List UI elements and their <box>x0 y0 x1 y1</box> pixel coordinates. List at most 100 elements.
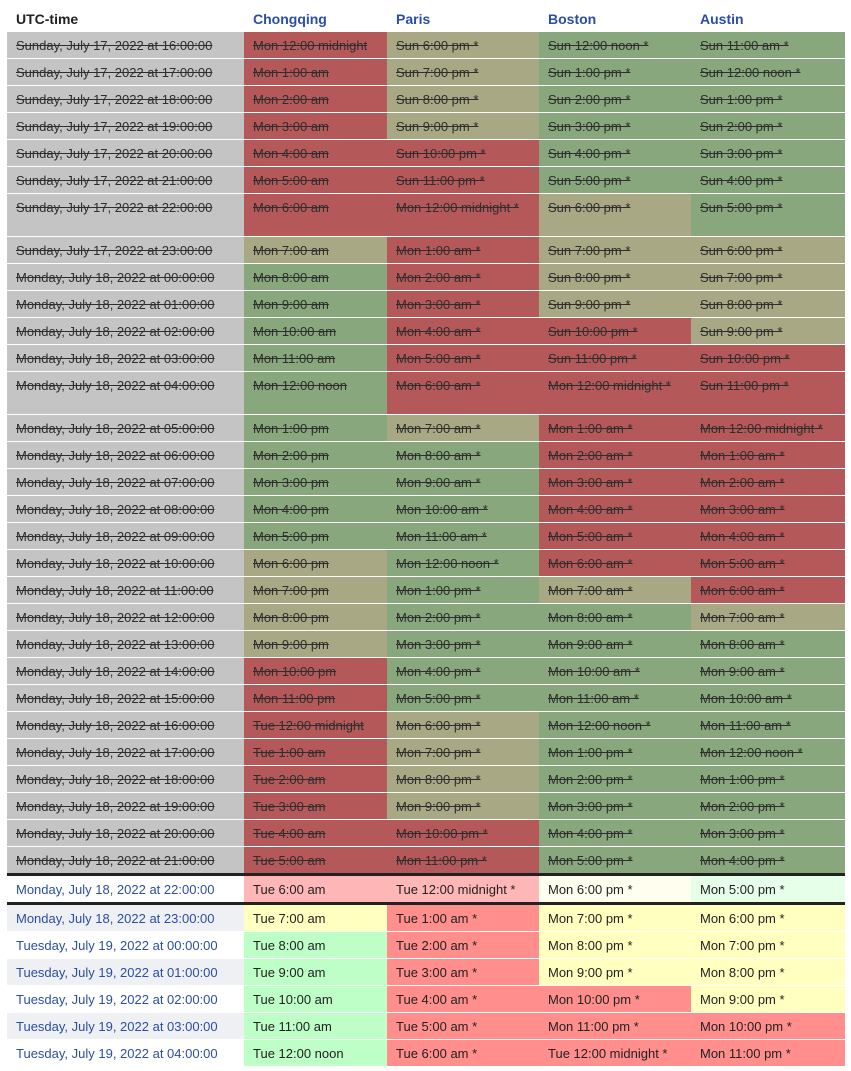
chongqing-cell: Mon 2:00 pm <box>244 441 387 469</box>
boston-cell: Mon 3:00 pm * <box>539 792 691 820</box>
table-row: Monday, July 18, 2022 at 01:00:00 Mon 9:0… <box>7 290 845 318</box>
chongqing-cell: Mon 9:00 am <box>244 290 387 318</box>
table-row: Sunday, July 17, 2022 at 22:00:00 Mon 6:0… <box>7 193 845 237</box>
austin-cell: Sun 8:00 pm * <box>691 290 845 318</box>
boston-cell: Mon 3:00 am * <box>539 468 691 496</box>
utc-time-link[interactable]: Tuesday, July 19, 2022 at 03:00:00 <box>7 1012 244 1040</box>
boston-cell: Sun 12:00 noon * <box>539 32 691 59</box>
table-row: Monday, July 18, 2022 at 12:00:00 Mon 8:0… <box>7 603 845 631</box>
paris-cell: Mon 8:00 pm * <box>387 765 539 793</box>
utc-time-cell: Sunday, July 17, 2022 at 19:00:00 <box>7 112 244 140</box>
boston-cell: Mon 5:00 am * <box>539 522 691 550</box>
utc-time-cell: Monday, July 18, 2022 at 10:00:00 <box>7 549 244 577</box>
utc-time-cell: Monday, July 18, 2022 at 03:00:00 <box>7 344 244 372</box>
austin-cell: Mon 11:00 am * <box>691 711 845 739</box>
austin-cell: Sun 6:00 pm * <box>691 236 845 264</box>
chongqing-cell: Tue 11:00 am <box>244 1012 387 1040</box>
paris-cell: Tue 1:00 am * <box>387 903 539 932</box>
utc-time-link[interactable]: Monday, July 18, 2022 at 23:00:00 <box>7 903 244 932</box>
table-row: Monday, July 18, 2022 at 06:00:00 Mon 2:0… <box>7 441 845 469</box>
utc-time-link[interactable]: Tuesday, July 19, 2022 at 04:00:00 <box>7 1039 244 1067</box>
chongqing-cell: Tue 6:00 am <box>244 874 387 905</box>
austin-cell: Sun 2:00 pm * <box>691 112 845 140</box>
table-row: Monday, July 18, 2022 at 00:00:00 Mon 8:0… <box>7 263 845 291</box>
paris-cell: Mon 9:00 pm * <box>387 792 539 820</box>
austin-cell: Sun 3:00 pm * <box>691 139 845 167</box>
table-row: Tuesday, July 19, 2022 at 03:00:00 Tue 11… <box>7 1012 845 1040</box>
boston-cell: Mon 10:00 am * <box>539 657 691 685</box>
boston-cell: Mon 1:00 am * <box>539 414 691 442</box>
paris-cell: Mon 2:00 pm * <box>387 603 539 631</box>
austin-cell: Sun 7:00 pm * <box>691 263 845 291</box>
utc-time-cell: Sunday, July 17, 2022 at 18:00:00 <box>7 85 244 113</box>
utc-time-link[interactable]: Tuesday, July 19, 2022 at 01:00:00 <box>7 958 244 986</box>
austin-cell: Sun 4:00 pm * <box>691 166 845 194</box>
paris-cell: Mon 4:00 am * <box>387 317 539 345</box>
utc-time-cell: Sunday, July 17, 2022 at 22:00:00 <box>7 193 244 237</box>
boston-cell: Mon 5:00 pm * <box>539 846 691 876</box>
paris-cell: Mon 7:00 pm * <box>387 738 539 766</box>
boston-cell: Mon 6:00 am * <box>539 549 691 577</box>
chongqing-cell: Tue 12:00 noon <box>244 1039 387 1067</box>
utc-time-cell: Monday, July 18, 2022 at 12:00:00 <box>7 603 244 631</box>
austin-cell: Sun 11:00 pm * <box>691 371 845 415</box>
utc-time-cell: Sunday, July 17, 2022 at 21:00:00 <box>7 166 244 194</box>
table-row: Monday, July 18, 2022 at 19:00:00 Tue 3:0… <box>7 792 845 820</box>
paris-cell: Mon 6:00 pm * <box>387 711 539 739</box>
paris-cell: Sun 7:00 pm * <box>387 58 539 86</box>
utc-time-cell: Monday, July 18, 2022 at 18:00:00 <box>7 765 244 793</box>
table-row: Sunday, July 17, 2022 at 23:00:00 Mon 7:0… <box>7 236 845 264</box>
paris-cell: Mon 5:00 pm * <box>387 684 539 712</box>
utc-time-cell: Monday, July 18, 2022 at 06:00:00 <box>7 441 244 469</box>
chongqing-cell: Tue 4:00 am <box>244 819 387 847</box>
paris-cell: Mon 3:00 pm * <box>387 630 539 658</box>
austin-cell: Mon 2:00 am * <box>691 468 845 496</box>
header-paris[interactable]: Paris <box>396 10 431 27</box>
table-row: Tuesday, July 19, 2022 at 04:00:00 Tue 12… <box>7 1039 845 1067</box>
table-row: Monday, July 18, 2022 at 09:00:00 Mon 5:0… <box>7 522 845 550</box>
utc-time-cell: Sunday, July 17, 2022 at 16:00:00 <box>7 32 244 59</box>
boston-cell: Mon 2:00 pm * <box>539 765 691 793</box>
utc-time-cell: Monday, July 18, 2022 at 17:00:00 <box>7 738 244 766</box>
utc-time-cell: Sunday, July 17, 2022 at 23:00:00 <box>7 236 244 264</box>
header-row: UTC-time Chongqing Paris Boston Austin <box>7 5 845 32</box>
boston-cell: Sun 5:00 pm * <box>539 166 691 194</box>
table-row: Monday, July 18, 2022 at 07:00:00 Mon 3:0… <box>7 468 845 496</box>
table-row: Monday, July 18, 2022 at 21:00:00 Tue 5:0… <box>7 846 845 876</box>
paris-cell: Tue 2:00 am * <box>387 931 539 959</box>
header-chongqing[interactable]: Chongqing <box>253 10 327 27</box>
table-row: Monday, July 18, 2022 at 16:00:00 Tue 12:… <box>7 711 845 739</box>
table-row: Tuesday, July 19, 2022 at 00:00:00 Tue 8:… <box>7 931 845 959</box>
boston-cell: Mon 8:00 pm * <box>539 931 691 959</box>
table-row: Tuesday, July 19, 2022 at 02:00:00 Tue 10… <box>7 985 845 1013</box>
chongqing-cell: Tue 2:00 am <box>244 765 387 793</box>
utc-time-link[interactable]: Tuesday, July 19, 2022 at 00:00:00 <box>7 931 244 959</box>
austin-cell: Mon 4:00 pm * <box>691 846 845 876</box>
austin-cell: Mon 10:00 am * <box>691 684 845 712</box>
boston-cell: Sun 1:00 pm * <box>539 58 691 86</box>
utc-time-link[interactable]: Monday, July 18, 2022 at 22:00:00 <box>7 874 244 905</box>
header-boston[interactable]: Boston <box>548 10 597 27</box>
chongqing-cell: Mon 4:00 am <box>244 139 387 167</box>
chongqing-cell: Mon 7:00 pm <box>244 576 387 604</box>
utc-time-link[interactable]: Tuesday, July 19, 2022 at 02:00:00 <box>7 985 244 1013</box>
boston-cell: Mon 9:00 pm * <box>539 958 691 986</box>
chongqing-cell: Mon 8:00 am <box>244 263 387 291</box>
paris-cell: Mon 8:00 am * <box>387 441 539 469</box>
paris-cell: Mon 9:00 am * <box>387 468 539 496</box>
table-row: Monday, July 18, 2022 at 13:00:00 Mon 9:0… <box>7 630 845 658</box>
paris-cell: Mon 12:00 noon * <box>387 549 539 577</box>
austin-cell: Mon 8:00 am * <box>691 630 845 658</box>
paris-cell: Mon 1:00 am * <box>387 236 539 264</box>
paris-cell: Mon 3:00 am * <box>387 290 539 318</box>
header-austin[interactable]: Austin <box>700 10 744 27</box>
boston-cell: Sun 8:00 pm * <box>539 263 691 291</box>
austin-cell: Sun 10:00 pm * <box>691 344 845 372</box>
paris-cell: Mon 2:00 am * <box>387 263 539 291</box>
boston-cell: Mon 9:00 am * <box>539 630 691 658</box>
chongqing-cell: Mon 5:00 am <box>244 166 387 194</box>
chongqing-cell: Mon 12:00 noon <box>244 371 387 415</box>
boston-cell: Mon 7:00 am * <box>539 576 691 604</box>
paris-cell: Tue 12:00 midnight * <box>387 874 539 905</box>
boston-cell: Sun 7:00 pm * <box>539 236 691 264</box>
